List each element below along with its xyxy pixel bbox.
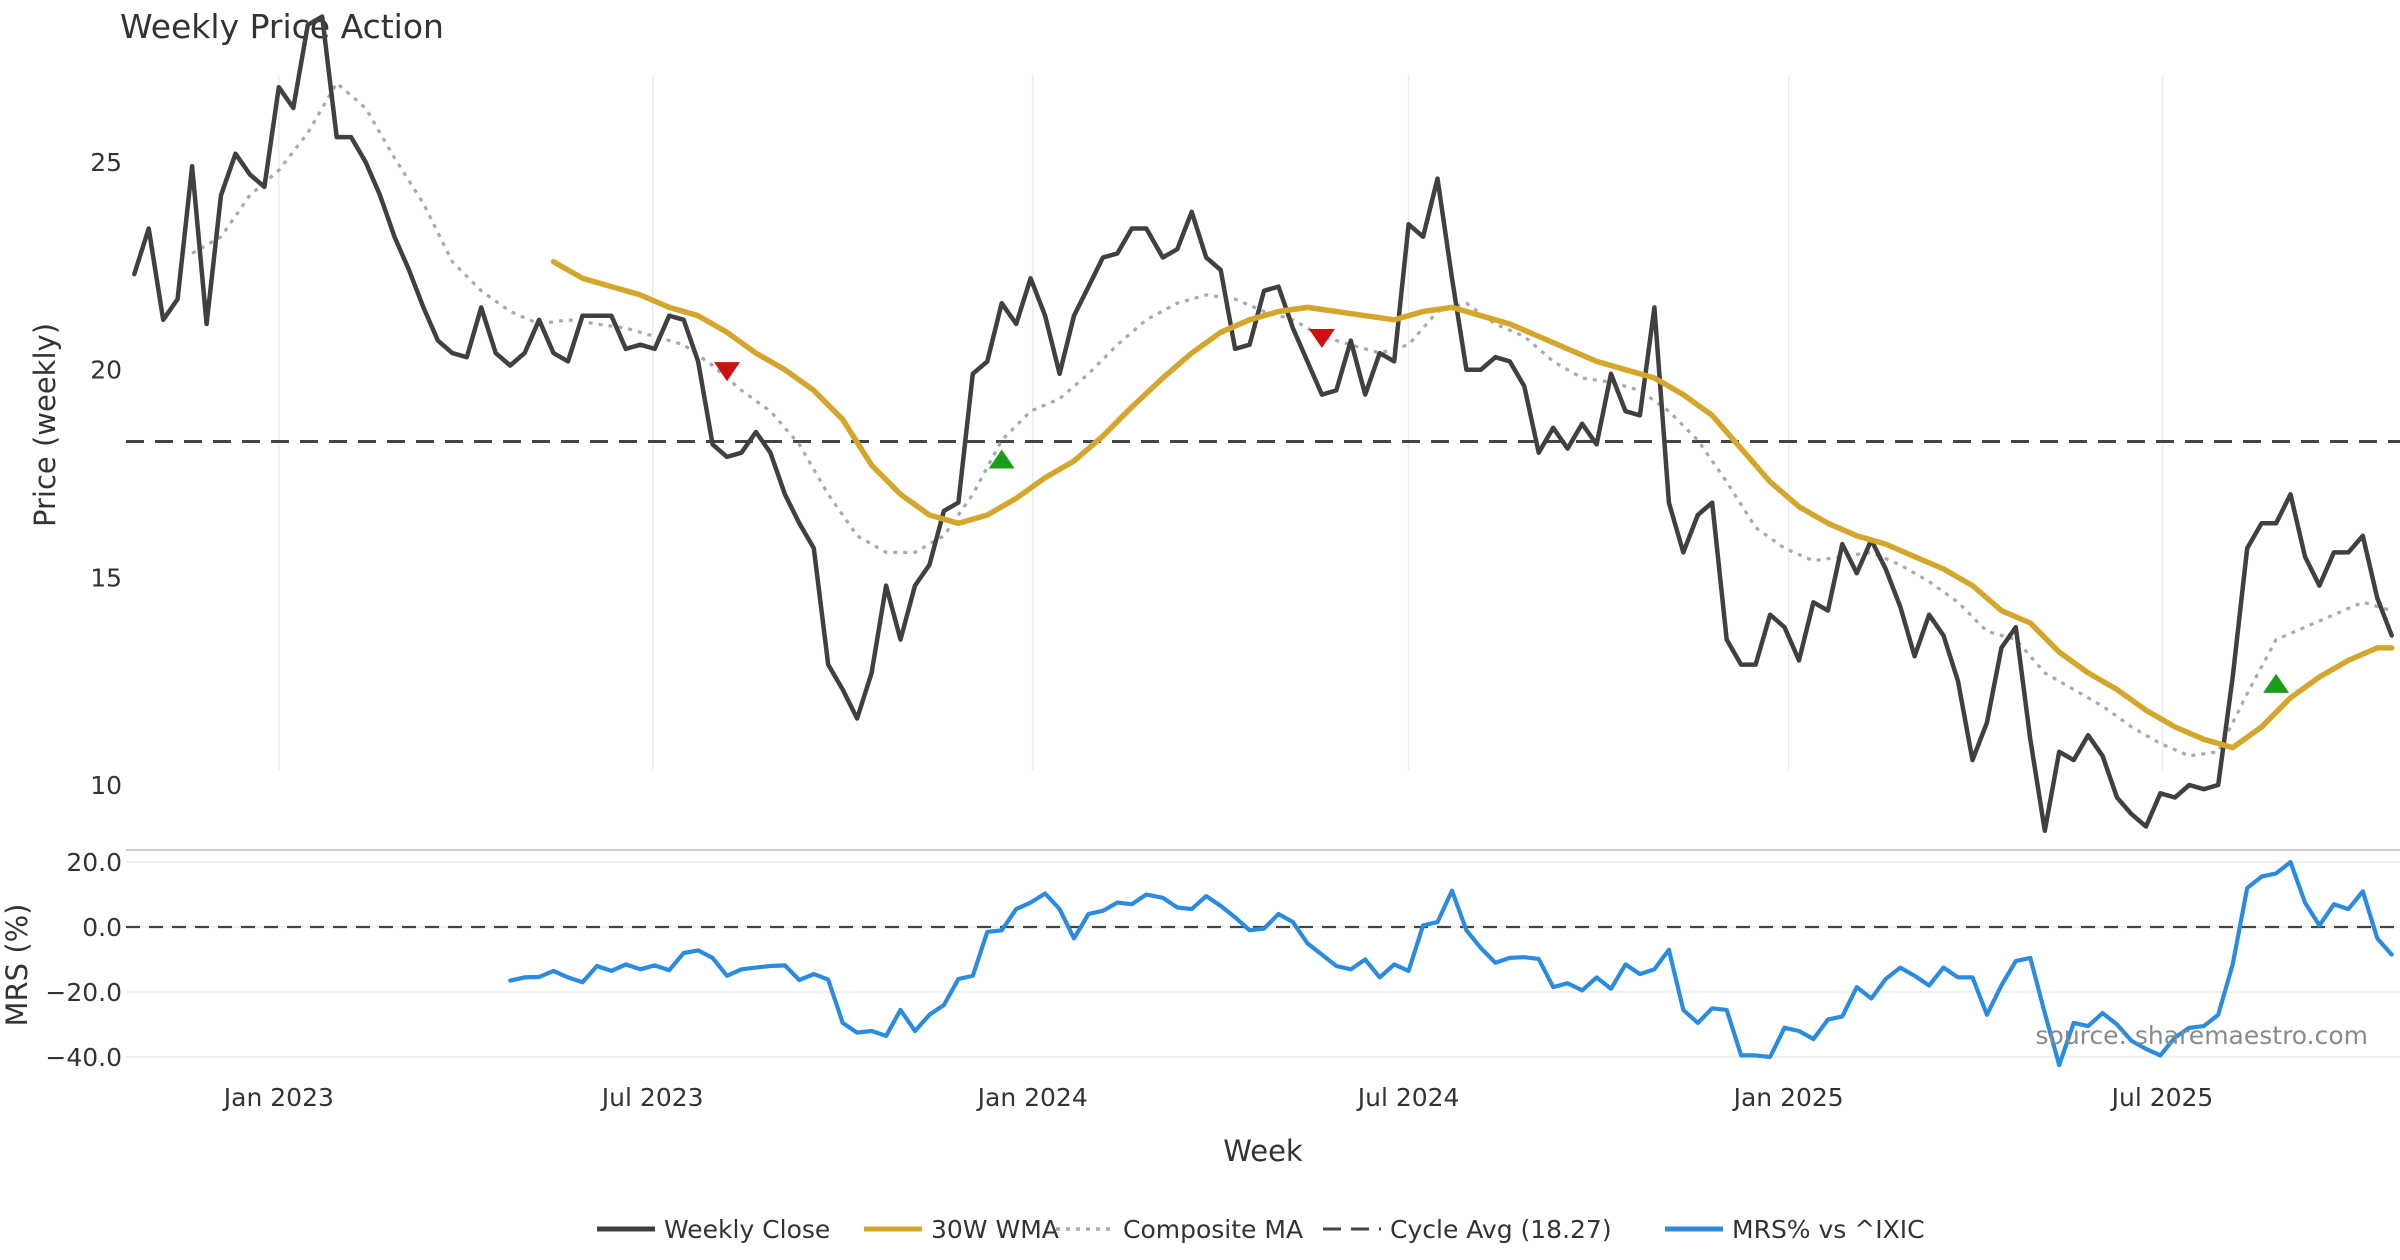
legend-item-cycle-avg-18-27: Cycle Avg (18.27)	[1323, 1215, 1612, 1244]
price-y-tick-2: 20	[90, 356, 122, 385]
x-tick-3: Jul 2024	[1356, 1083, 1460, 1112]
price-y-axis-label: Price (weekly)	[28, 323, 62, 527]
mrs-y-tick-3: −40.0	[45, 1043, 122, 1072]
price-y-tick-3: 25	[90, 148, 122, 177]
mrs-y-axis-label: MRS (%)	[0, 904, 34, 1027]
series-composite-ma	[191, 81, 2393, 758]
buy-signal-3	[2263, 673, 2290, 693]
legend-label-30w-wma: 30W WMA	[931, 1215, 1059, 1244]
signal-markers	[714, 328, 2290, 693]
watermark: source: sharemaestro.com	[2036, 1021, 2369, 1050]
legend-label-cycle-avg-18-27: Cycle Avg (18.27)	[1390, 1215, 1612, 1244]
buy-signal-1	[988, 449, 1015, 469]
legend-item-composite-ma: Composite MA	[1056, 1215, 1303, 1244]
mrs-y-tick-2: −20.0	[45, 978, 122, 1007]
chart-title: Weekly Price Action	[120, 7, 444, 46]
series-mrs-vs-ixic	[508, 859, 2394, 1068]
sell-signal-2	[1308, 328, 1335, 348]
x-tick-labels: Jan 2023 Jul 2023 Jan 2024 Jul 2024 Jan 2025…	[222, 1083, 2214, 1112]
mrs-y-tick-labels: 20.0 0.0 −20.0 −40.0	[45, 848, 122, 1072]
mrs-y-tick-1: 0.0	[82, 913, 122, 942]
legend-label-mrs-vs-ixic: MRS% vs ^IXIC	[1732, 1215, 1925, 1244]
x-axis-label: Week	[1223, 1134, 1303, 1168]
price-y-tick-1: 15	[90, 563, 122, 592]
x-tick-2: Jan 2024	[976, 1083, 1088, 1112]
mrs-y-tick-0: 20.0	[66, 848, 122, 877]
x-tick-0: Jan 2023	[222, 1083, 334, 1112]
price-gridlines	[278, 75, 2164, 770]
legend-item-30w-wma: 30W WMA	[864, 1215, 1059, 1244]
x-tick-5: Jul 2025	[2110, 1083, 2214, 1112]
price-series	[132, 14, 2395, 833]
series-weekly-close	[132, 14, 2394, 833]
mrs-series	[508, 859, 2394, 1068]
legend-label-weekly-close: Weekly Close	[664, 1215, 830, 1244]
legend-item-weekly-close: Weekly Close	[597, 1215, 830, 1244]
x-tick-4: Jan 2025	[1732, 1083, 1844, 1112]
legend-item-mrs-vs-ixic: MRS% vs ^IXIC	[1665, 1215, 1925, 1244]
price-y-tick-labels: 10 15 20 25	[90, 148, 122, 800]
x-tick-1: Jul 2023	[600, 1083, 704, 1112]
series-30w-wma	[550, 258, 2395, 751]
sell-signal-0	[714, 362, 741, 382]
legend: Weekly Close 30W WMA Composite MA Cycle Avg…	[597, 1215, 1925, 1244]
price-y-tick-0: 10	[90, 771, 122, 800]
legend-label-composite-ma: Composite MA	[1123, 1215, 1303, 1244]
